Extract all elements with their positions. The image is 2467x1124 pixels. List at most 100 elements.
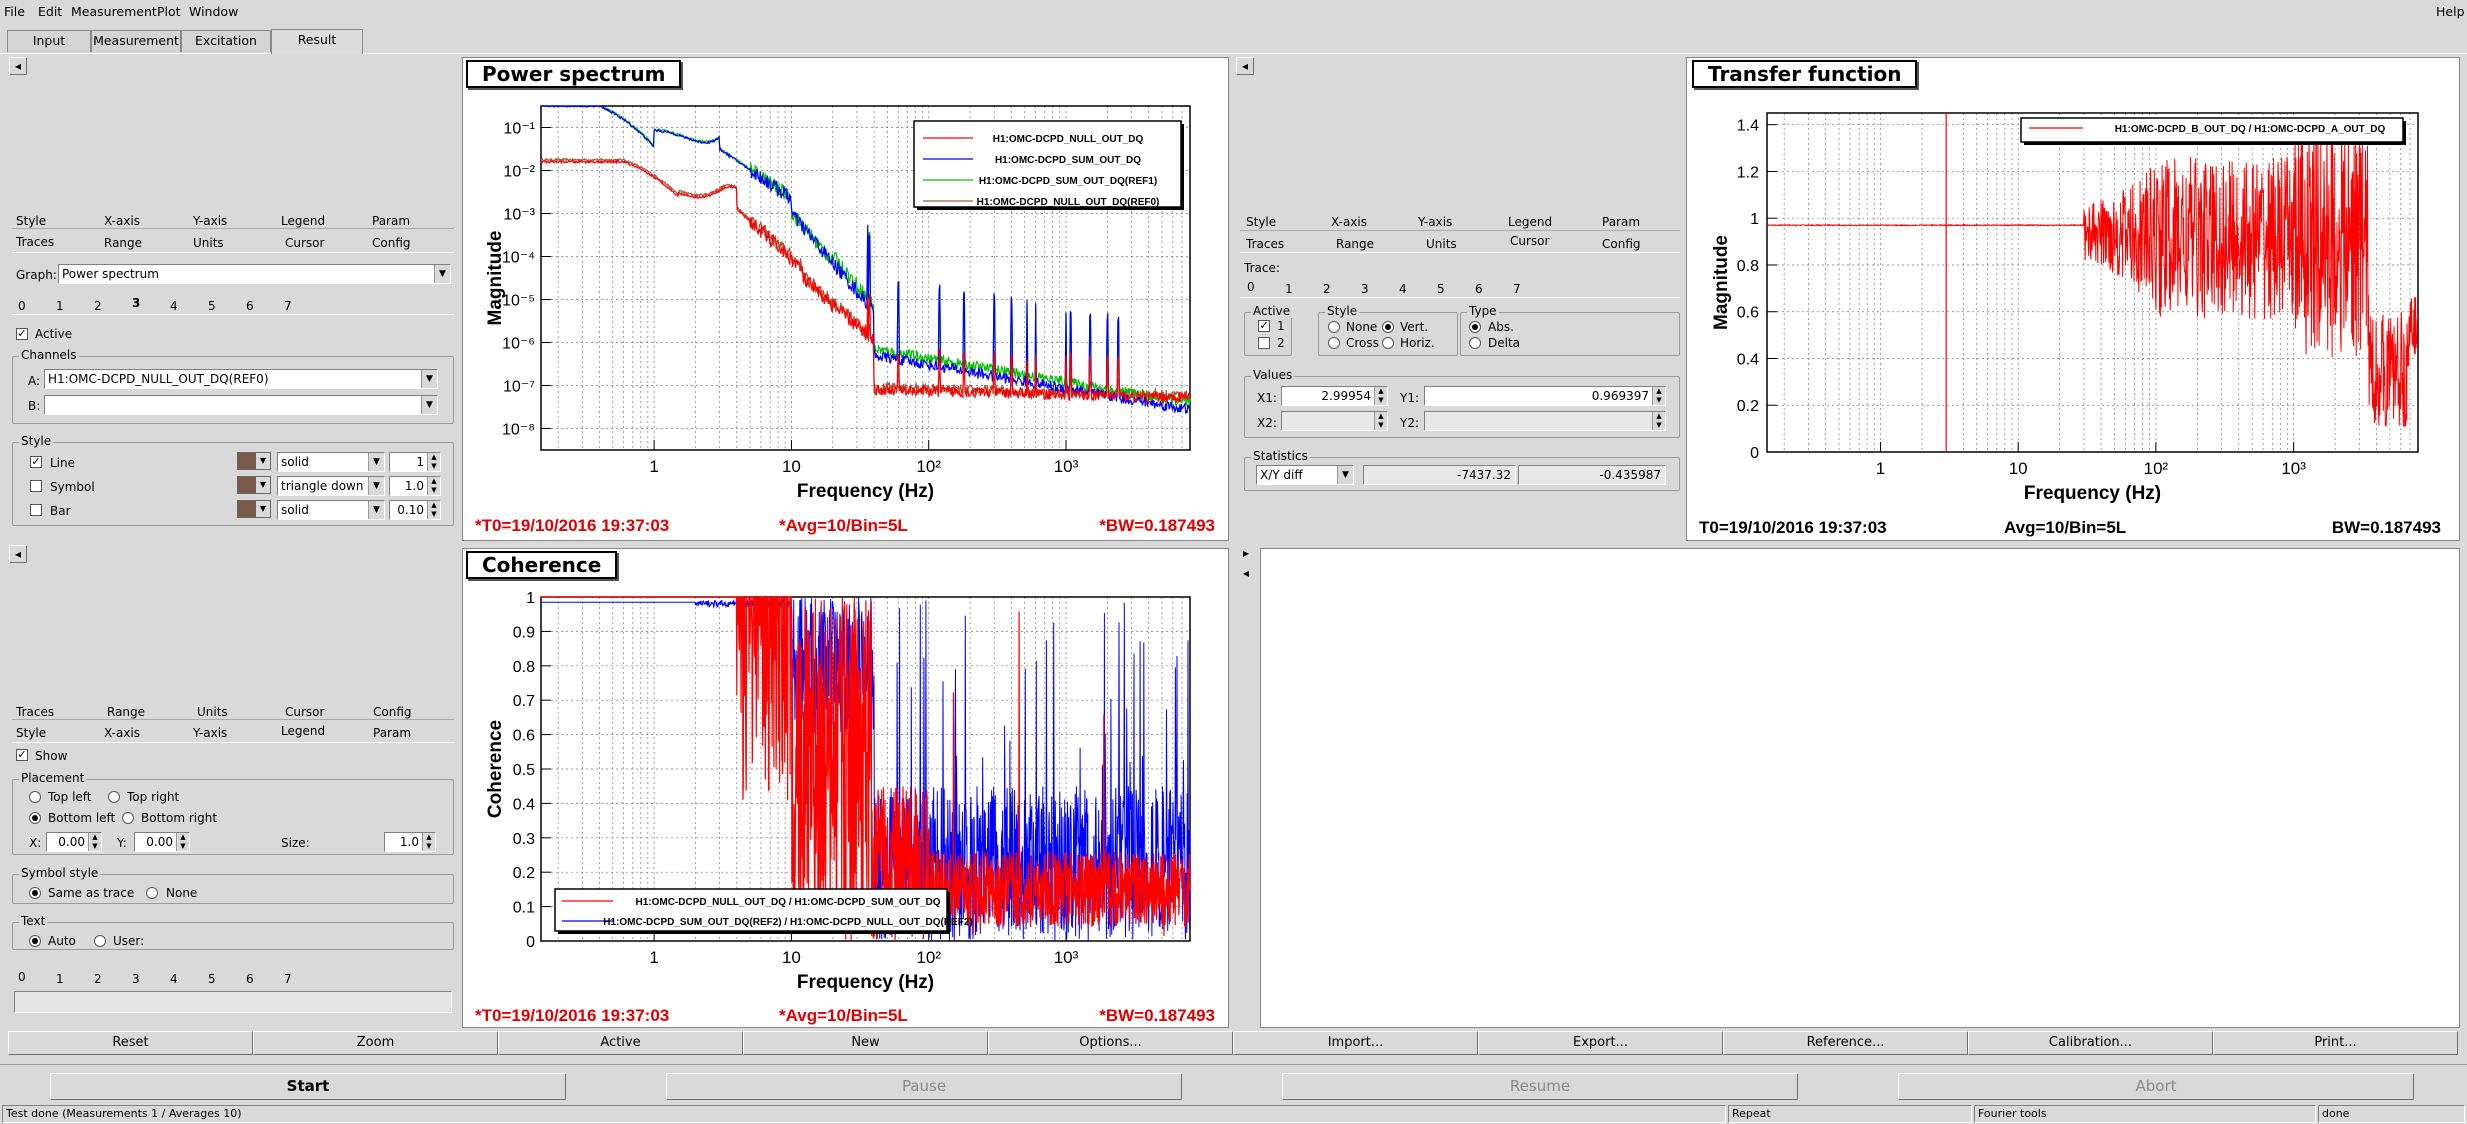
tab-measurement[interactable]: Measurement (91, 30, 181, 52)
auto-radio[interactable] (29, 935, 41, 947)
trace-tab-1[interactable]: 1 (56, 299, 64, 313)
trace-tab-3[interactable]: 3 (1361, 282, 1369, 296)
bottom-left-radio[interactable] (29, 812, 41, 824)
tab-legend[interactable]: Legend (281, 214, 326, 228)
tab-x-axis[interactable]: X-axis (104, 214, 140, 228)
expand-arrow-icon[interactable]: ▸ (1242, 546, 1250, 560)
none-radio[interactable] (146, 887, 158, 899)
cursor-1-checkbox[interactable]: ✓ (1258, 319, 1270, 332)
tab-cursor[interactable]: Cursor (285, 705, 325, 719)
top-right-radio[interactable] (108, 791, 120, 803)
options-button[interactable]: Options... (988, 1031, 1233, 1055)
menu-file[interactable]: File (4, 4, 25, 19)
tab-result[interactable]: Result (271, 29, 363, 54)
tab-param[interactable]: Param (372, 214, 411, 228)
bar-style-select[interactable]: solid ▼ (277, 500, 385, 520)
show-checkbox[interactable]: ✓ (16, 748, 28, 761)
spin-arrows-icon[interactable]: ▲ ▼ (88, 833, 101, 851)
menu-edit[interactable]: Edit (38, 4, 63, 19)
spin-arrows-icon[interactable]: ▲ ▼ (1374, 387, 1387, 405)
trace-tab-3[interactable]: 3 (132, 972, 140, 986)
tab-range[interactable]: Range (1336, 237, 1375, 251)
spin-arrows-icon[interactable]: ▲ ▼ (1652, 387, 1665, 405)
tab-traces[interactable]: Traces (16, 705, 55, 719)
spin-arrows-icon[interactable]: ▲ ▼ (422, 833, 435, 851)
tab-config[interactable]: Config (373, 705, 412, 719)
channel-a-select[interactable]: H1:OMC-DCPD_NULL_OUT_DQ(REF0) ▼ (44, 369, 438, 389)
trace-tab-6[interactable]: 6 (246, 972, 254, 986)
trace-tab-0[interactable]: 0 (1247, 280, 1255, 294)
size-stepper[interactable]: 1.0 ▲ ▼ (384, 832, 436, 852)
delta-radio[interactable] (1469, 337, 1481, 349)
import-button[interactable]: Import... (1233, 1031, 1478, 1055)
trace-tab-6[interactable]: 6 (1475, 282, 1483, 296)
active-checkbox[interactable]: ✓ (16, 327, 28, 340)
resume-button[interactable]: Resume (1282, 1073, 1798, 1100)
y2-stepper[interactable]: ▲ ▼ (1424, 411, 1666, 431)
line-style-select[interactable]: solid ▼ (277, 452, 385, 472)
top-left-radio[interactable] (29, 791, 41, 803)
export-button[interactable]: Export... (1478, 1031, 1723, 1055)
trace-tab-3[interactable]: 3 (132, 296, 141, 310)
tab-x-axis[interactable]: X-axis (104, 726, 140, 740)
calibration-button[interactable]: Calibration... (1968, 1031, 2213, 1055)
symbol-color-swatch[interactable]: ▼ (237, 476, 271, 494)
tab-legend[interactable]: Legend (281, 724, 326, 738)
trace-tab-1[interactable]: 1 (56, 972, 64, 986)
cursor-nav-arrow[interactable]: ◂ (1236, 57, 1254, 75)
tab-config[interactable]: Config (1602, 237, 1641, 251)
user-radio[interactable] (94, 935, 106, 947)
cursor-horiz-radio[interactable] (1382, 337, 1394, 349)
tab-traces[interactable]: Traces (16, 235, 55, 249)
tab-cursor[interactable]: Cursor (285, 236, 325, 250)
print-button[interactable]: Print... (2213, 1031, 2458, 1055)
line-color-swatch[interactable]: ▼ (237, 452, 271, 470)
y1-stepper[interactable]: 0.969397 ▲ ▼ (1424, 386, 1666, 406)
tab-range[interactable]: Range (107, 705, 146, 719)
tab-legend[interactable]: Legend (1508, 215, 1553, 229)
line-checkbox[interactable]: ✓ (30, 455, 42, 468)
graph-select[interactable]: Power spectrum ▼ (58, 264, 451, 284)
tab-units[interactable]: Units (1426, 237, 1457, 251)
symbol-checkbox[interactable] (30, 480, 42, 492)
menu-window[interactable]: Window (189, 4, 239, 19)
symbol-style-select[interactable]: triangle down ▼ (277, 476, 385, 496)
cursor-vert-radio[interactable] (1382, 321, 1394, 333)
tab-y-axis[interactable]: Y-axis (193, 726, 228, 740)
left-nav-arrow[interactable]: ◂ (9, 57, 27, 75)
tab-config[interactable]: Config (372, 236, 411, 250)
trace-tab-0[interactable]: 0 (18, 970, 26, 984)
y-stepper[interactable]: 0.00 ▲ ▼ (134, 832, 190, 852)
spin-arrows-icon[interactable]: ▲ ▼ (427, 501, 440, 519)
trace-tab-5[interactable]: 5 (208, 299, 216, 313)
tab-x-axis[interactable]: X-axis (1331, 215, 1367, 229)
trace-tab-4[interactable]: 4 (170, 299, 178, 313)
tab-excitation[interactable]: Excitation (181, 30, 271, 52)
trace-tab-7[interactable]: 7 (284, 972, 292, 986)
x-stepper[interactable]: 0.00 ▲ ▼ (46, 832, 102, 852)
line-width-stepper[interactable]: 1 ▲ ▼ (389, 452, 441, 472)
trace-tab-2[interactable]: 2 (94, 299, 102, 313)
spin-arrows-icon[interactable]: ▲ ▼ (1374, 412, 1387, 430)
tab-style[interactable]: Style (1246, 215, 1277, 229)
trace-tab-4[interactable]: 4 (1399, 282, 1407, 296)
tab-y-axis[interactable]: Y-axis (1418, 215, 1453, 229)
tab-param[interactable]: Param (1602, 215, 1641, 229)
spin-arrows-icon[interactable]: ▲ ▼ (176, 833, 189, 851)
bar-checkbox[interactable] (30, 504, 42, 516)
start-button[interactable]: Start (50, 1073, 566, 1100)
trace-tab-7[interactable]: 7 (1513, 282, 1521, 296)
tab-style[interactable]: Style (16, 726, 47, 740)
left-bottom-nav-arrow[interactable]: ◂ (9, 545, 27, 563)
x2-stepper[interactable]: ▲ ▼ (1281, 411, 1388, 431)
spin-arrows-icon[interactable]: ▲ ▼ (1652, 412, 1665, 430)
legend-text-field[interactable] (14, 991, 452, 1013)
tab-input[interactable]: Input (7, 30, 91, 52)
abort-button[interactable]: Abort (1898, 1073, 2414, 1100)
channel-b-select[interactable]: ▼ (44, 395, 438, 415)
active-button[interactable]: Active (498, 1031, 743, 1055)
trace-tab-6[interactable]: 6 (246, 299, 254, 313)
tab-units[interactable]: Units (193, 236, 224, 250)
trace-tab-7[interactable]: 7 (284, 299, 292, 313)
